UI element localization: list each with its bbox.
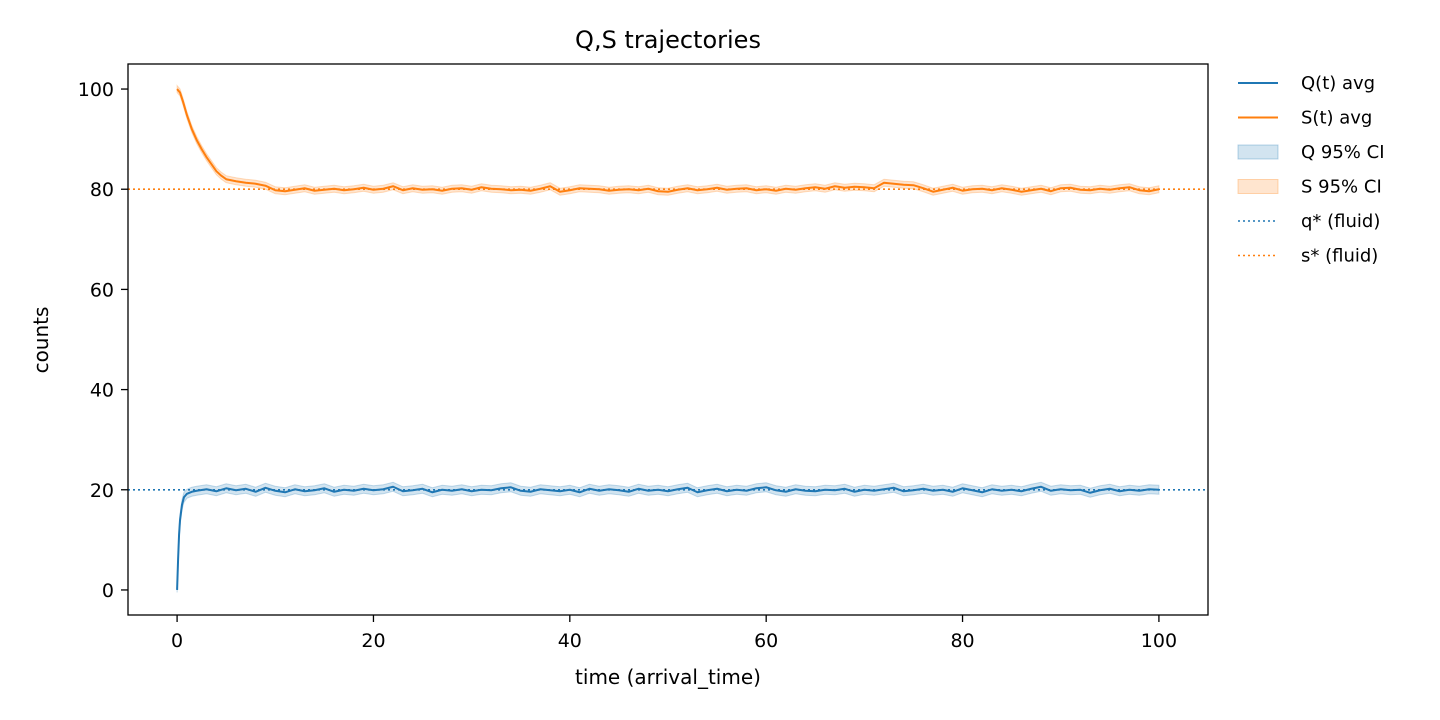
y-tick-label: 40 bbox=[90, 380, 114, 402]
ci-band-s-95-ci bbox=[176, 84, 1160, 196]
axes-frame bbox=[127, 63, 1209, 616]
legend-label-s-95-ci: S 95% CI bbox=[1301, 177, 1382, 198]
series-line-q-t-avg bbox=[176, 485, 1159, 590]
series-lines bbox=[176, 88, 1160, 590]
x-tick-label: 100 bbox=[1141, 630, 1177, 652]
chart-title: Q,S trajectories bbox=[575, 26, 761, 54]
x-tick-label: 20 bbox=[361, 630, 385, 652]
legend-label-q-95-ci: Q 95% CI bbox=[1301, 142, 1385, 163]
legend-swatch-s-95-ci bbox=[1237, 179, 1279, 194]
x-axis-label: time (arrival_time) bbox=[575, 665, 761, 689]
ci-band-q-95-ci bbox=[176, 481, 1160, 593]
x-tick-label: 0 bbox=[171, 630, 183, 652]
legend-swatch-q-95-ci bbox=[1237, 144, 1279, 160]
y-tick-label: 60 bbox=[90, 279, 114, 301]
x-tick-label: 40 bbox=[558, 630, 582, 652]
legend-label-s-fluid: s* (fluid) bbox=[1301, 246, 1378, 267]
reference-lines bbox=[128, 188, 1208, 491]
y-tick-label: 80 bbox=[90, 179, 114, 201]
x-tick-label: 60 bbox=[754, 630, 778, 652]
plot-area bbox=[128, 84, 1208, 593]
legend-label-q-t-avg: Q(t) avg bbox=[1301, 73, 1375, 94]
legend-label-q-fluid: q* (fluid) bbox=[1301, 211, 1380, 232]
ci-bands bbox=[176, 84, 1160, 593]
y-axis-ticks: 0 20 40 60 80 100 bbox=[78, 79, 128, 602]
y-axis-label: counts bbox=[29, 307, 53, 374]
y-tick-label: 0 bbox=[102, 580, 114, 602]
legend-label-s-t-avg: S(t) avg bbox=[1301, 108, 1372, 129]
y-tick-label: 20 bbox=[90, 480, 114, 502]
y-tick-label: 100 bbox=[78, 79, 114, 101]
series-line-s-t-avg bbox=[176, 88, 1160, 193]
x-tick-label: 80 bbox=[950, 630, 974, 652]
legend: Q(t) avg S(t) avg Q 95% CI S 95% CI q* (flui… bbox=[1237, 73, 1385, 267]
x-axis-ticks: 0 20 40 60 80 100 bbox=[171, 615, 1177, 652]
